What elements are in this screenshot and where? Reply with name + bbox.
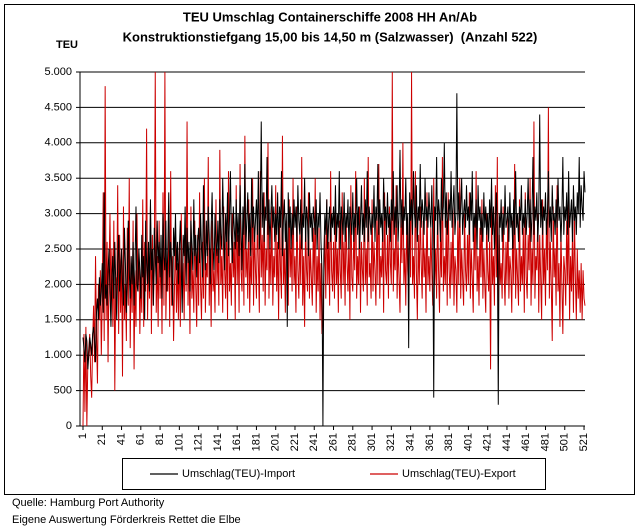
x-tick-label: 21 [96,433,108,445]
chart-title: TEU Umschlag Containerschiffe 2008 HH An… [183,9,477,24]
x-tick-label: 101 [173,433,185,451]
legend-box [122,458,546,490]
x-tick-label: 281 [347,433,359,451]
chart-frame [4,4,635,495]
x-tick-label: 361 [424,433,436,451]
y-tick-label: 3.500 [44,172,72,184]
author-note: Eigene Auswertung Förderkreis Rettet die… [12,514,241,526]
x-tick-label: 221 [289,433,301,451]
legend-label: Umschlag(TEU)-Import [182,468,295,480]
x-tick-label: 141 [212,433,224,451]
chart-subtitle: Konstruktionstiefgang 15,00 bis 14,50 m … [123,29,538,44]
y-tick-label: 500 [54,385,72,397]
x-tick-label: 461 [520,433,532,451]
y-tick-label: 5.000 [44,66,72,78]
source-note: Quelle: Hamburg Port Authority [12,497,165,509]
x-tick-label: 181 [250,433,262,451]
y-tick-label: 2.500 [44,243,72,255]
series-line [82,93,586,427]
y-axis-label: TEU [56,39,78,51]
y-tick-label: 0 [66,420,72,432]
x-tick-label: 441 [501,433,513,451]
y-tick-label: 1.500 [44,314,72,326]
x-tick-label: 341 [405,433,417,451]
x-tick-label: 61 [135,433,147,445]
x-tick-label: 241 [308,433,320,451]
x-tick-label: 201 [270,433,282,451]
y-tick-label: 4.500 [44,101,72,113]
x-tick-label: 301 [366,433,378,451]
x-tick-label: 121 [193,433,205,451]
y-tick-label: 1.000 [44,349,72,361]
legend-label: Umschlag(TEU)-Export [402,468,516,480]
x-tick-label: 81 [154,433,166,445]
x-tick-label: 381 [443,433,455,451]
x-tick-label: 261 [327,433,339,451]
x-tick-label: 321 [385,433,397,451]
y-tick-label: 3.000 [44,208,72,220]
x-tick-label: 1 [77,433,89,439]
x-tick-label: 401 [462,433,474,451]
x-tick-label: 481 [539,433,551,451]
y-tick-label: 4.000 [44,137,72,149]
x-tick-label: 161 [231,433,243,451]
x-tick-label: 501 [559,433,571,451]
x-tick-label: 521 [578,433,590,451]
x-tick-label: 41 [115,433,127,445]
y-tick-label: 2.000 [44,278,72,290]
x-tick-label: 421 [482,433,494,451]
